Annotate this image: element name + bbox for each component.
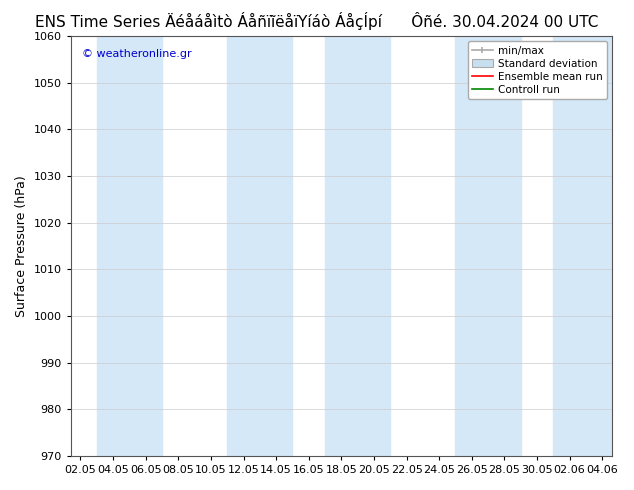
Legend: min/max, Standard deviation, Ensemble mean run, Controll run: min/max, Standard deviation, Ensemble me… (468, 41, 607, 99)
Bar (455, 36, 521, 456)
Text: © weatheronline.gr: © weatheronline.gr (82, 49, 191, 59)
Text: ENS Time Series Äéåáåìtò ÁåñïĩëåïYíáò ÁåçÍpí      Ôñé. 30.04.2024 00 UTC: ENS Time Series Äéåáåìtò ÁåñïĩëåïYíáò Áå… (36, 12, 598, 30)
Bar (325, 36, 391, 456)
Y-axis label: Surface Pressure (hPa): Surface Pressure (hPa) (15, 175, 28, 317)
Bar (97, 36, 162, 456)
Bar (553, 36, 619, 456)
Bar (227, 36, 292, 456)
